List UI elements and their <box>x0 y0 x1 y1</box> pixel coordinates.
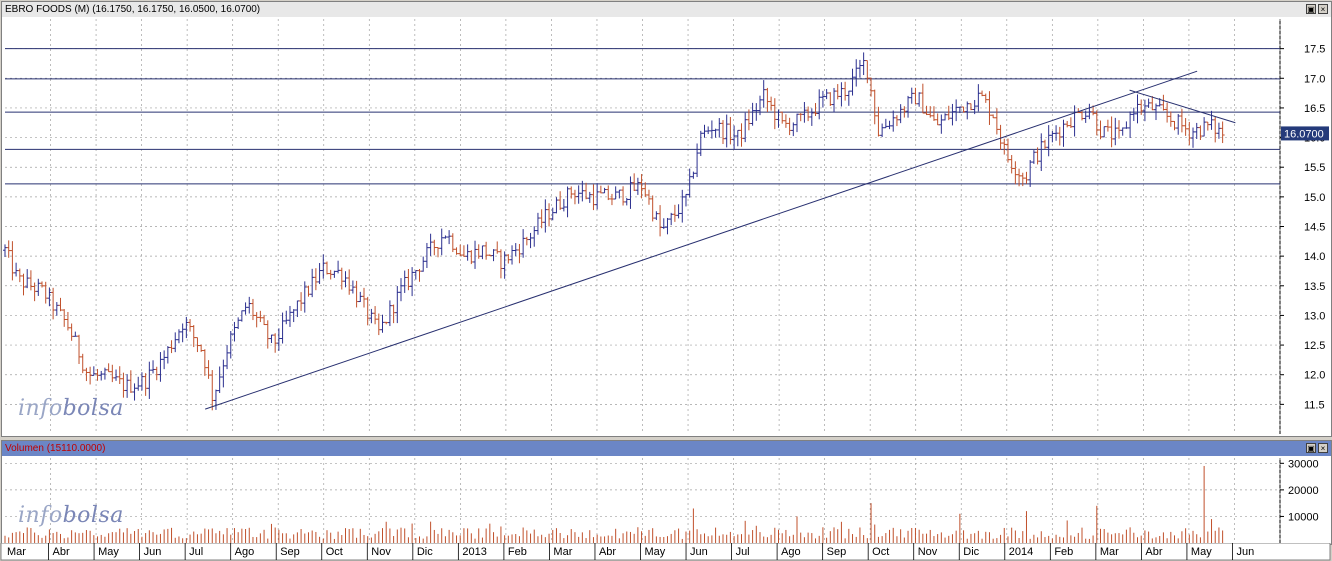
y-tick-label: 15.5 <box>1304 162 1325 174</box>
y-tick-label: 17.5 <box>1304 44 1325 56</box>
trendline <box>1129 89 1236 124</box>
x-tick-label: Jul <box>736 546 750 558</box>
price-pane-titlebar: EBRO FOODS (M) (16.1750, 16.1750, 16.050… <box>2 2 1331 17</box>
x-tick-label: Abr <box>1145 546 1162 558</box>
x-tick-label: Jun <box>1236 546 1254 558</box>
close-icon[interactable]: × <box>1318 443 1328 453</box>
x-tick-label: Jul <box>189 546 203 558</box>
x-axis-bg <box>0 543 1331 561</box>
current-price-box <box>1281 126 1329 141</box>
x-tick-label: May <box>1191 546 1212 558</box>
y-tick-label: 12.0 <box>1304 370 1325 382</box>
volume-chart-title: Volumen (15110.0000) <box>5 443 106 454</box>
watermark-logo: infobolsa <box>18 396 124 421</box>
current-price-label: 16.0700 <box>1284 128 1324 140</box>
x-tick-label: Mar <box>1100 546 1119 558</box>
x-tick-label: Mar <box>7 546 26 558</box>
x-tick-label: Abr <box>53 546 70 558</box>
x-tick-label: May <box>645 546 666 558</box>
volume-pane: Volumen (15110.0000) ▣ × 10000 20000 30000… <box>1 440 1332 545</box>
y-tick-label: 16.5 <box>1304 103 1325 115</box>
volume-chart: 10000 20000 30000 <box>4 458 1319 543</box>
price-chart-title: EBRO FOODS (M) (16.1750, 16.1750, 16.050… <box>5 4 261 15</box>
y-axis-ticks: 10000 20000 30000 <box>1280 458 1319 523</box>
x-tick-label: 2014 <box>1009 546 1033 558</box>
x-tick-label: Feb <box>508 546 527 558</box>
y-tick-label: 17.0 <box>1304 73 1325 85</box>
x-tick-label: Mar <box>553 546 572 558</box>
volume-pane-titlebar: Volumen (15110.0000) ▣ × <box>2 441 1331 456</box>
x-tick-label: Dic <box>963 546 979 558</box>
volume-bars <box>4 465 1224 543</box>
price-pane: EBRO FOODS (M) (16.1750, 16.1750, 16.050… <box>1 1 1332 437</box>
x-tick-label: Dic <box>417 546 433 558</box>
x-tick-label: Jun <box>690 546 708 558</box>
x-tick-label: Ago <box>235 546 255 558</box>
y-tick-label: 14.5 <box>1304 222 1325 234</box>
x-tick-label: Oct <box>326 546 343 558</box>
x-tick-label: Abr <box>599 546 616 558</box>
y-tick-label: 15.0 <box>1304 192 1325 204</box>
x-tick-label: Sep <box>280 546 300 558</box>
x-tick-label: Sep <box>827 546 847 558</box>
y-tick-label: 20000 <box>1288 485 1319 497</box>
x-tick-label: Nov <box>918 546 938 558</box>
y-tick-label: 13.0 <box>1304 310 1325 322</box>
close-icon[interactable]: × <box>1318 4 1328 14</box>
price-bars <box>3 52 1225 411</box>
y-tick-label: 13.5 <box>1304 281 1325 293</box>
y-axis-ticks: 11.5 12.0 12.5 13.0 13.5 14.0 14.5 15.0 15.5 16.0… <box>1280 44 1325 411</box>
trendline <box>205 70 1198 410</box>
x-tick-label: 2013 <box>462 546 486 558</box>
watermark-logo: infobolsa <box>18 503 124 528</box>
y-tick-label: 12.5 <box>1304 340 1325 352</box>
price-chart: 11.5 12.0 12.5 13.0 13.5 14.0 14.5 15.0 15.5 16.0… <box>3 19 1329 434</box>
y-tick-label: 11.5 <box>1304 399 1325 411</box>
x-tick-label: May <box>98 546 119 558</box>
x-tick-label: Nov <box>371 546 391 558</box>
x-tick-label: Ago <box>781 546 801 558</box>
y-tick-label: 10000 <box>1288 511 1319 523</box>
x-axis: Mar Abr May Jun Jul Ago Sep Oct Nov Dic 2013 Feb Mar… <box>0 543 1331 561</box>
x-tick-label: Feb <box>1054 546 1073 558</box>
x-tick-label: Jun <box>144 546 162 558</box>
maximize-icon[interactable]: ▣ <box>1306 4 1316 14</box>
y-tick-label: 14.0 <box>1304 251 1325 263</box>
maximize-icon[interactable]: ▣ <box>1306 443 1316 453</box>
y-tick-label: 30000 <box>1288 458 1319 470</box>
x-tick-label: Oct <box>872 546 889 558</box>
